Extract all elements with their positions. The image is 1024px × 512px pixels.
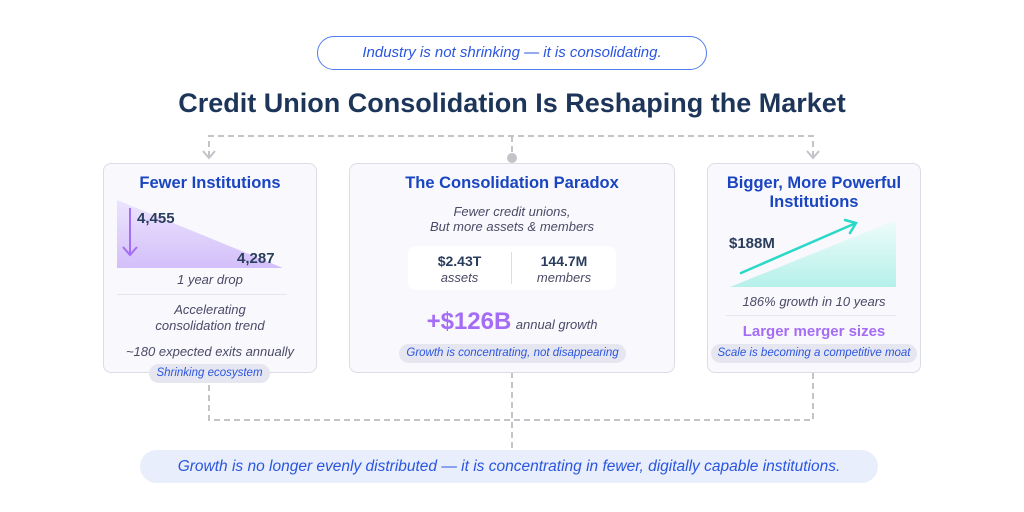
merger-value: $188M: [729, 235, 775, 252]
growth-row: +$126B annual growth: [349, 308, 675, 336]
stats-divider: [511, 252, 512, 284]
divider: [117, 294, 287, 295]
card-title: The Consolidation Paradox: [405, 174, 619, 192]
divider: [726, 315, 896, 316]
card-title-line-2: Institutions: [769, 193, 859, 211]
trend-line-1: Accelerating: [174, 302, 246, 317]
card-title: Fewer Institutions: [139, 174, 281, 192]
growth-caption: 186% growth in 10 years: [742, 294, 886, 309]
subtitle-line-2: But more assets & members: [430, 219, 594, 234]
exits-text: ~180 expected exits annually: [125, 344, 295, 359]
growth-label: annual growth: [515, 317, 598, 332]
shrinking-pill: Shrinking ecosystem: [149, 364, 270, 383]
subtitle-line-1: Fewer credit unions,: [453, 204, 571, 219]
assets-value: $2.43T: [437, 253, 482, 269]
trend-line-2: consolidation trend: [155, 318, 265, 333]
moat-pill: Scale is becoming a competitive moat: [711, 344, 917, 363]
card-title-line-1: Bigger, More Powerful: [726, 174, 902, 192]
growth-value: +$126B: [426, 308, 512, 335]
concentrating-pill: Growth is concentrating, not disappearin…: [399, 344, 626, 363]
start-value: 4,455: [137, 210, 175, 227]
arrow-left-icon: [202, 150, 216, 160]
down-arrow-icon: [122, 208, 138, 257]
stats-box: [408, 246, 616, 290]
drop-caption: 1 year drop: [177, 272, 243, 287]
conclusion-pill: Growth is no longer evenly distributed —…: [140, 450, 878, 483]
arrow-right-icon: [806, 150, 820, 160]
members-label: members: [536, 270, 592, 285]
growth-chart: [730, 218, 896, 287]
assets-label: assets: [440, 270, 479, 285]
members-value: 144.7M: [540, 253, 588, 269]
decline-chart: [117, 200, 283, 268]
growth-area: [730, 220, 896, 287]
tagline-pill: Industry is not shrinking — it is consol…: [317, 36, 707, 70]
end-value: 4,287: [237, 250, 275, 267]
merger-highlight: Larger merger sizes: [742, 323, 886, 340]
decline-area: [117, 200, 283, 268]
page-title: Credit Union Consolidation Is Reshaping …: [178, 88, 846, 118]
up-arrow-icon: [739, 218, 858, 275]
connector-dot: [507, 153, 517, 163]
